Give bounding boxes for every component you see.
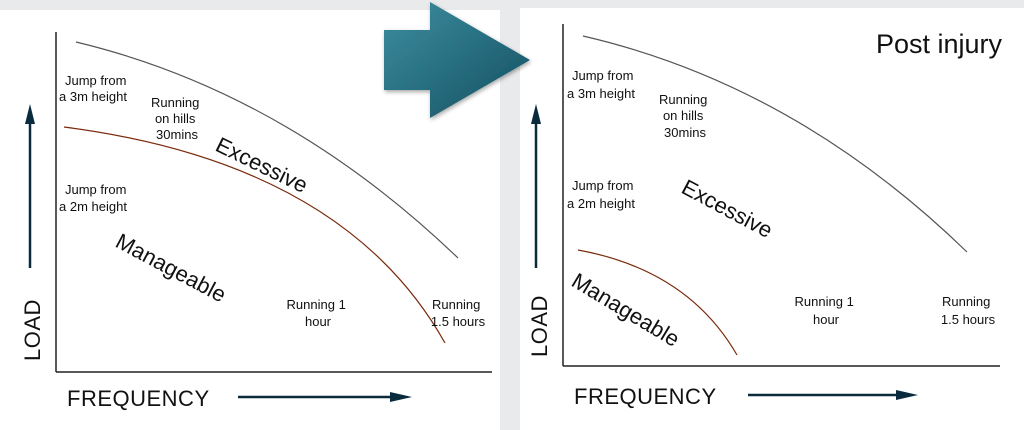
activity-jump-3m: Jump from a 3m height [567,68,637,101]
y-axis-label: LOAD [527,295,552,357]
activity-hills: Running on hills 30mins [151,95,203,142]
upper-limit-curve [75,41,459,259]
x-axis-label: FREQUENCY [67,386,210,411]
upper-limit-curve [582,35,968,253]
lower-limit-curve [577,249,738,356]
arrow-up-icon [531,104,541,268]
panel-background [520,8,1024,430]
activity-run-15h: Running 1.5 hours [941,294,996,327]
activity-run-1h: Running 1 hour [795,294,858,327]
arrow-right-icon [238,392,412,402]
x-axis-label: FREQUENCY [574,384,717,409]
activity-jump-2m: Jump from a 2m height [567,178,637,211]
arrow-right-icon [748,390,918,400]
activity-run-15h: Running 1.5 hours [431,297,486,329]
activity-hills: Running on hills 30mins [659,92,711,140]
lower-limit-curve [63,126,446,344]
y-axis-label: LOAD [20,299,45,361]
activity-jump-2m: Jump from a 2m height [59,182,130,214]
activity-jump-3m: Jump from a 3m height [59,73,130,104]
panel-title: Post injury [876,29,1003,59]
arrow-up-icon [25,104,35,268]
activity-run-1h: Running 1 hour [287,297,350,329]
panel-post-injury: Post injury LOAD FREQUENCY Excessive Man… [520,8,1024,430]
right-arrow-icon [384,2,530,118]
